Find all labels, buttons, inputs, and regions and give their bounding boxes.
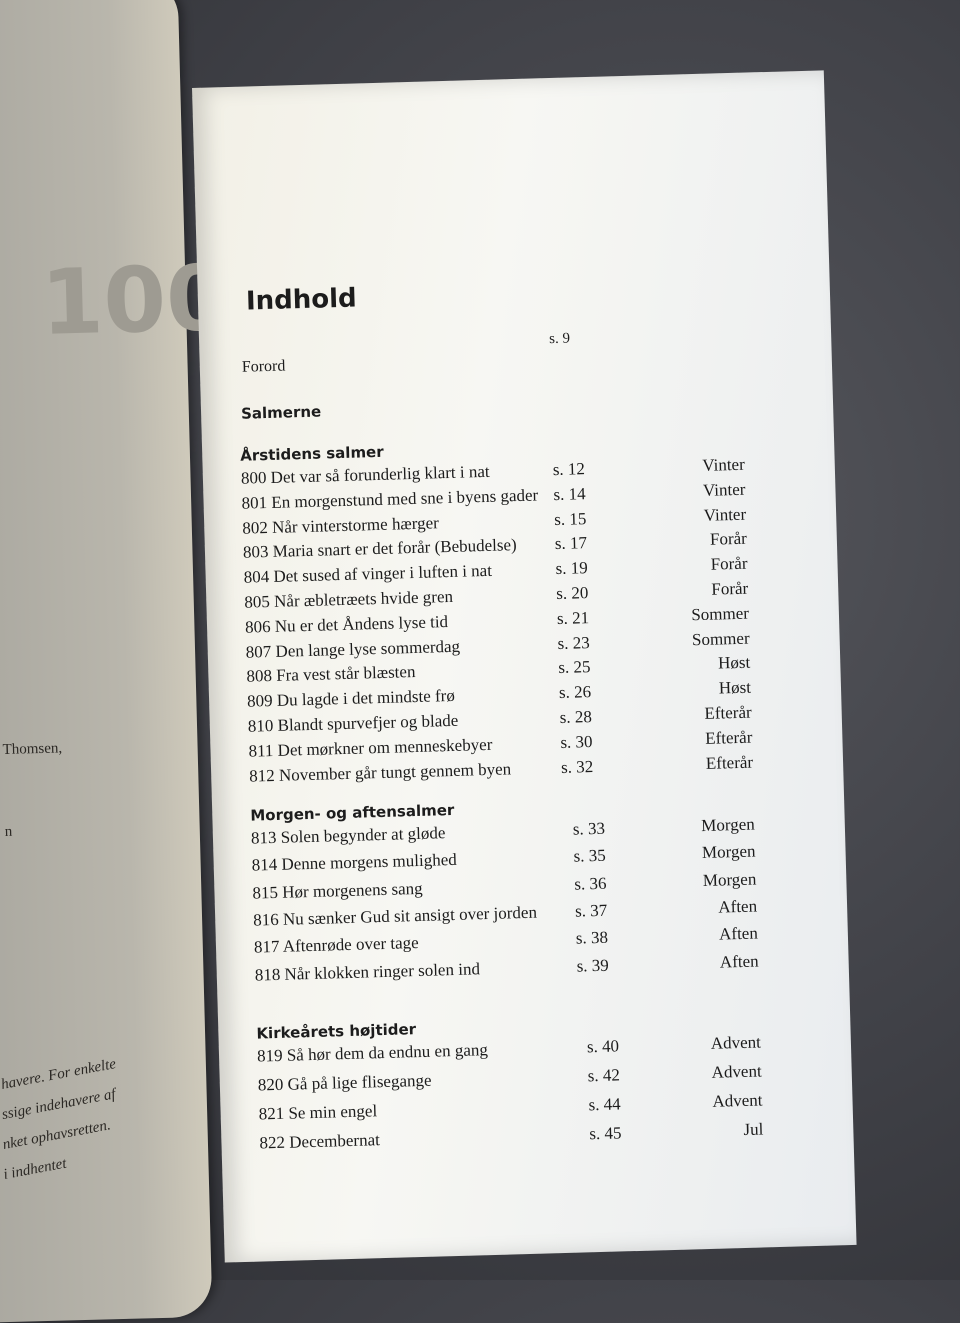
- entry-page: s. 36: [574, 873, 607, 894]
- entry-title: 812 November går tungt gennem byen: [248, 758, 512, 786]
- entry-title: 808 Fra vest står blæsten: [246, 662, 416, 687]
- entry-page: s. 44: [588, 1094, 621, 1115]
- entry-title: 804 Det sused af vinger i luften i nat: [243, 561, 493, 587]
- page-title: Indhold: [245, 283, 358, 317]
- left-page: 100 Thomsen, n havere. For enkelte ssige…: [0, 0, 230, 1323]
- entry-title: 806 Nu er det Åndens lyse tid: [244, 611, 449, 637]
- entry-page: s. 32: [560, 756, 594, 777]
- entry-title: 815 Hør morgenens sang: [252, 878, 423, 903]
- entry-category: Efterår: [704, 702, 752, 723]
- entry-category: Aften: [718, 896, 758, 917]
- section-heading: Morgen- og aftensalmer: [250, 800, 455, 825]
- entry-category: Advent: [710, 1032, 762, 1053]
- entry-category: Sommer: [691, 628, 750, 649]
- section-heading: Årstidens salmer: [240, 442, 384, 465]
- entry-category: Aften: [719, 951, 759, 972]
- entry-title: 811 Det mørkner om menneskebyer: [248, 734, 493, 761]
- section-heading: Kirkeårets højtider: [256, 1020, 417, 1043]
- entry-category: Efterår: [704, 727, 753, 748]
- entry-category: Høst: [718, 677, 752, 698]
- entry-page: s. 17: [554, 533, 588, 554]
- entry-category: Morgen: [701, 814, 756, 836]
- entry-page: s. 33: [572, 818, 606, 839]
- entry-title: 818 Når klokken ringer solen ind: [254, 958, 481, 985]
- entry-page: s. 20: [555, 583, 589, 604]
- entry-title: 822 Decembernat: [259, 1130, 381, 1153]
- entry-title: 810 Blandt spurvefjer og blade: [247, 710, 459, 736]
- entry-page: s. 37: [574, 900, 608, 921]
- entry-page: s. 19: [555, 558, 588, 579]
- entry-category: Vinter: [702, 454, 745, 475]
- left-page-text: n: [4, 823, 13, 840]
- entry-category: Advent: [711, 1061, 762, 1082]
- entry-page: s. 12: [552, 459, 586, 480]
- entry-page: s. 40: [586, 1036, 620, 1057]
- entry-page: s. 28: [559, 707, 593, 727]
- entry-category: Sommer: [691, 603, 750, 625]
- left-page-text: Thomsen,: [2, 740, 63, 758]
- entry-page: s. 30: [560, 731, 593, 752]
- left-page-italic: i indhentet: [2, 1155, 68, 1183]
- entry-title: 805 Når æbletræets hvide gren: [244, 586, 454, 612]
- entry-title: 820 Gå på lige flisegange: [257, 1070, 432, 1095]
- entry-category: Vinter: [702, 479, 746, 500]
- entry-page: s. 42: [587, 1065, 621, 1086]
- entry-page: s. 25: [558, 657, 591, 678]
- entry-page: s. 39: [576, 955, 610, 976]
- entry-page: s. 15: [553, 508, 587, 529]
- entry-title: 802 Når vinterstorme hærger: [242, 512, 440, 538]
- entry-category: Jul: [743, 1119, 764, 1140]
- entry-title: 821 Se min engel: [258, 1101, 378, 1124]
- entry-title: 807 Den lange lyse sommerdag: [245, 636, 461, 662]
- entry-page: s. 45: [589, 1123, 622, 1144]
- entry-category: Advent: [712, 1090, 763, 1111]
- entry-title: 814 Denne morgens mulighed: [251, 850, 457, 875]
- entry-page: s. 38: [575, 927, 609, 948]
- entry-category: Forår: [709, 529, 748, 550]
- left-page-italic: nket ophavsretten.: [1, 1117, 112, 1153]
- entry-category: Efterår: [705, 752, 754, 773]
- entry-title: Forord: [241, 357, 286, 376]
- entry-category: Vinter: [703, 504, 747, 525]
- entry-page: s. 35: [573, 846, 606, 866]
- entry-category: Morgen: [701, 841, 756, 863]
- entry-category: Høst: [717, 653, 751, 673]
- entry-page: s. 21: [556, 607, 590, 628]
- entry-page: s. 14: [553, 483, 586, 504]
- table-of-contents-page: Indhold Forord s. 9 Salmerne Årstidens s…: [192, 70, 857, 1263]
- part-heading: Salmerne: [240, 402, 322, 423]
- entry-page: s. 23: [557, 632, 591, 653]
- entry-title: 819 Så hør dem da endnu en gang: [256, 1040, 489, 1066]
- entry-title: 816 Nu sænker Gud sit ansigt over jorden: [252, 902, 538, 930]
- entry-page: s. 9: [548, 330, 571, 348]
- entry-category: Morgen: [702, 869, 757, 890]
- entry-category: Forår: [710, 553, 748, 574]
- entry-page: s. 26: [558, 682, 592, 703]
- entry-title: 800 Det var så forunderlig klart i nat: [240, 461, 490, 488]
- entry-category: Aften: [718, 923, 759, 944]
- entry-title: 813 Solen begynder at gløde: [250, 823, 446, 848]
- entry-title: 817 Aftenrøde over tage: [253, 933, 419, 957]
- entry-title: 809 Du lagde i det mindste frø: [246, 686, 456, 711]
- entry-category: Forår: [711, 578, 749, 599]
